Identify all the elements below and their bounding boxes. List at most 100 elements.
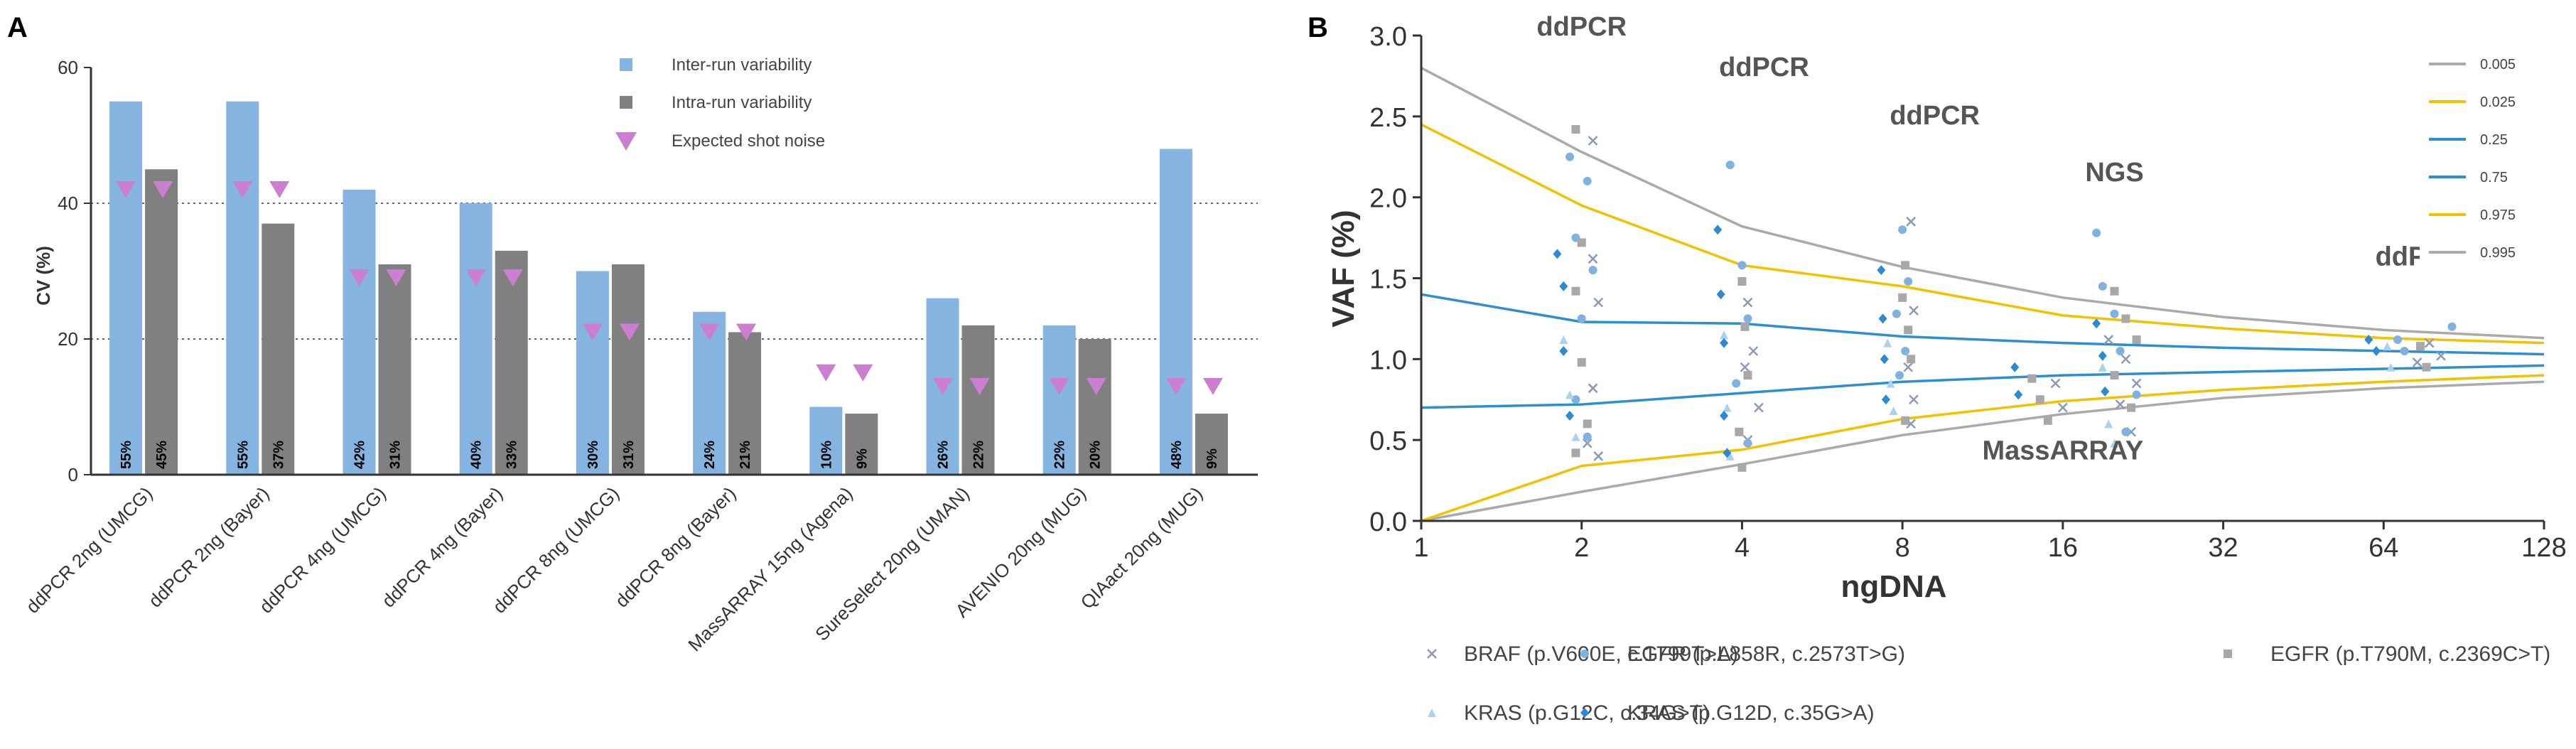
scatter-point-square [1737, 277, 1747, 286]
scatter-point-square [2127, 403, 2136, 412]
annotation-label: NGS [2085, 158, 2143, 188]
scatter-point-x [1593, 451, 1604, 461]
shot-noise-marker [699, 323, 720, 341]
legend-marker-diamond [1580, 708, 1589, 718]
scatter-point-square [1898, 293, 1907, 302]
y-tick-label: 40 [58, 193, 78, 214]
shot-noise-marker [1049, 377, 1069, 395]
scatter-point-circle [1743, 314, 1752, 323]
scatter-point-x [2131, 378, 2142, 389]
scatter-point-x [2057, 402, 2068, 413]
panel-b-marker-legend: BRAF (p.V600E, c.1799T>A)EGFR (p.L858R, … [1427, 642, 2550, 725]
bar-intra-run [845, 414, 878, 475]
legend-intra-run-label: Intra-run variability [672, 93, 812, 112]
scatter-point-x [1748, 346, 1759, 356]
scatter-point-square [2132, 335, 2141, 345]
x-category-label: ddPCR 2ng (UMCG) [22, 483, 157, 618]
bar-intra-run [1195, 414, 1228, 475]
bar-value-label-intra: 31% [388, 441, 404, 469]
scatter-point-square [1907, 355, 1916, 364]
scatter-point-circle [1588, 266, 1597, 275]
quantile-legend-label: 0.75 [2480, 170, 2508, 185]
quantile-legend-label: 0.995 [2480, 245, 2516, 261]
scatter-point-x [2436, 350, 2446, 361]
legend-series-label: EGFR (p.T790M, c.2369C>T) [2270, 642, 2550, 666]
scatter-point-diamond [2014, 389, 2023, 400]
bar-value-label-intra: 20% [1088, 441, 1104, 469]
scatter-point-square [1571, 286, 1580, 296]
scatter-point-x [2120, 354, 2131, 365]
scatter-point-x [2050, 378, 2061, 389]
scatter-point-x [2103, 335, 2114, 345]
bar-value-label-inter: 42% [352, 441, 368, 469]
bar-value-label-inter: 40% [469, 441, 485, 469]
bar-value-label-intra: 33% [505, 441, 520, 469]
scatter-point-circle [1904, 277, 1913, 286]
scatter-point-diamond [1723, 448, 1732, 458]
scatter-point-triangle [1559, 335, 1568, 345]
bar-intra-run [145, 169, 178, 475]
panel-b-x-ticks: 1 2 4 8 16 32 64 128 [1413, 521, 2567, 563]
panel-a-y-ticks: 0 20 40 60 [58, 57, 91, 485]
legend-marker-x-stroke [1427, 649, 1437, 659]
bar-inter-run [809, 406, 843, 475]
y-tick-label: 3.0 [1369, 22, 1407, 52]
scatter-point-triangle [1886, 379, 1895, 388]
scatter-point-circle [1737, 261, 1747, 270]
annotation-label: ddPCR [1719, 53, 1809, 82]
scatter-point-triangle [2098, 362, 2107, 372]
scatter-point-circle [1565, 152, 1575, 161]
scatter-point-square [1740, 322, 1750, 331]
bar-inter-run [1159, 149, 1192, 475]
bar-intra-run [262, 223, 295, 475]
legend-series-label: EGFR (p.L858R, c.2573T>G) [1627, 642, 1905, 666]
scatter-point-x-stroke [1909, 394, 1919, 405]
scatter-point-x [2412, 357, 2423, 367]
scatter-point-circle [2400, 346, 2409, 355]
scatter-point-circle [1895, 371, 1904, 380]
scatter-point-x-stroke [1582, 438, 1593, 448]
scatter-point-circle [1583, 176, 1592, 185]
scatter-point-x [1588, 254, 1598, 264]
scatter-point-circle [2121, 427, 2130, 436]
scatter-point-square [1901, 261, 1910, 270]
legend-marker-triangle [1428, 708, 1436, 717]
scatter-point-x-stroke [1588, 383, 1598, 394]
legend-marker-circle [1580, 650, 1589, 658]
scatter-point-square [1904, 325, 1913, 335]
scatter-point-triangle [2383, 342, 2392, 351]
scatter-point-square [1577, 238, 1586, 247]
quantile-line-0.005 [1421, 380, 2545, 522]
bar-intra-run [728, 332, 762, 475]
scatter-point-diamond [2010, 362, 2020, 372]
y-tick-label: 2.0 [1369, 184, 1407, 214]
x-tick-label: 16 [2048, 533, 2078, 563]
bar-value-label-intra: 45% [154, 441, 170, 469]
bar-inter-run [576, 271, 609, 475]
scatter-point-square [1901, 416, 1910, 425]
panel-b-y-ticks: 0.0 0.5 1.0 1.5 2.0 2.5 3.0 [1369, 22, 1421, 537]
y-tick-label: 1.0 [1369, 345, 1407, 375]
panel-a-letter: A [7, 12, 28, 43]
x-tick-label: 4 [1735, 533, 1750, 563]
x-category-label: ddPCR 4ng (Bayer) [377, 483, 507, 612]
y-tick-label: 0.5 [1369, 426, 1407, 456]
scatter-point-x-stroke [2050, 378, 2061, 389]
quantile-line-0.025 [1421, 374, 2545, 522]
scatter-point-diamond [2098, 350, 2107, 361]
scatter-point-x-stroke [2436, 350, 2446, 361]
scatter-point-diamond [2101, 386, 2110, 397]
scatter-point-diamond [1559, 281, 1568, 291]
legend-shot-noise-label: Expected shot noise [672, 131, 825, 151]
shot-noise-marker [619, 323, 640, 341]
scatter-point-circle [1577, 314, 1586, 323]
annotation-label: ddPCR [1890, 101, 1980, 131]
scatter-point-x-stroke [1593, 297, 1604, 308]
scatter-point-triangle [1889, 406, 1898, 416]
panel-b-quantile-legend: 0.005 0.025 0.25 0.75 0.975 0.995 [2420, 44, 2540, 270]
legend-inter-run-label: Inter-run variability [672, 55, 812, 75]
shot-noise-marker [502, 269, 523, 287]
scatter-point-circle [2092, 228, 2101, 237]
scatter-point-diamond [2371, 345, 2381, 356]
x-tick-label: 2 [1574, 533, 1589, 563]
